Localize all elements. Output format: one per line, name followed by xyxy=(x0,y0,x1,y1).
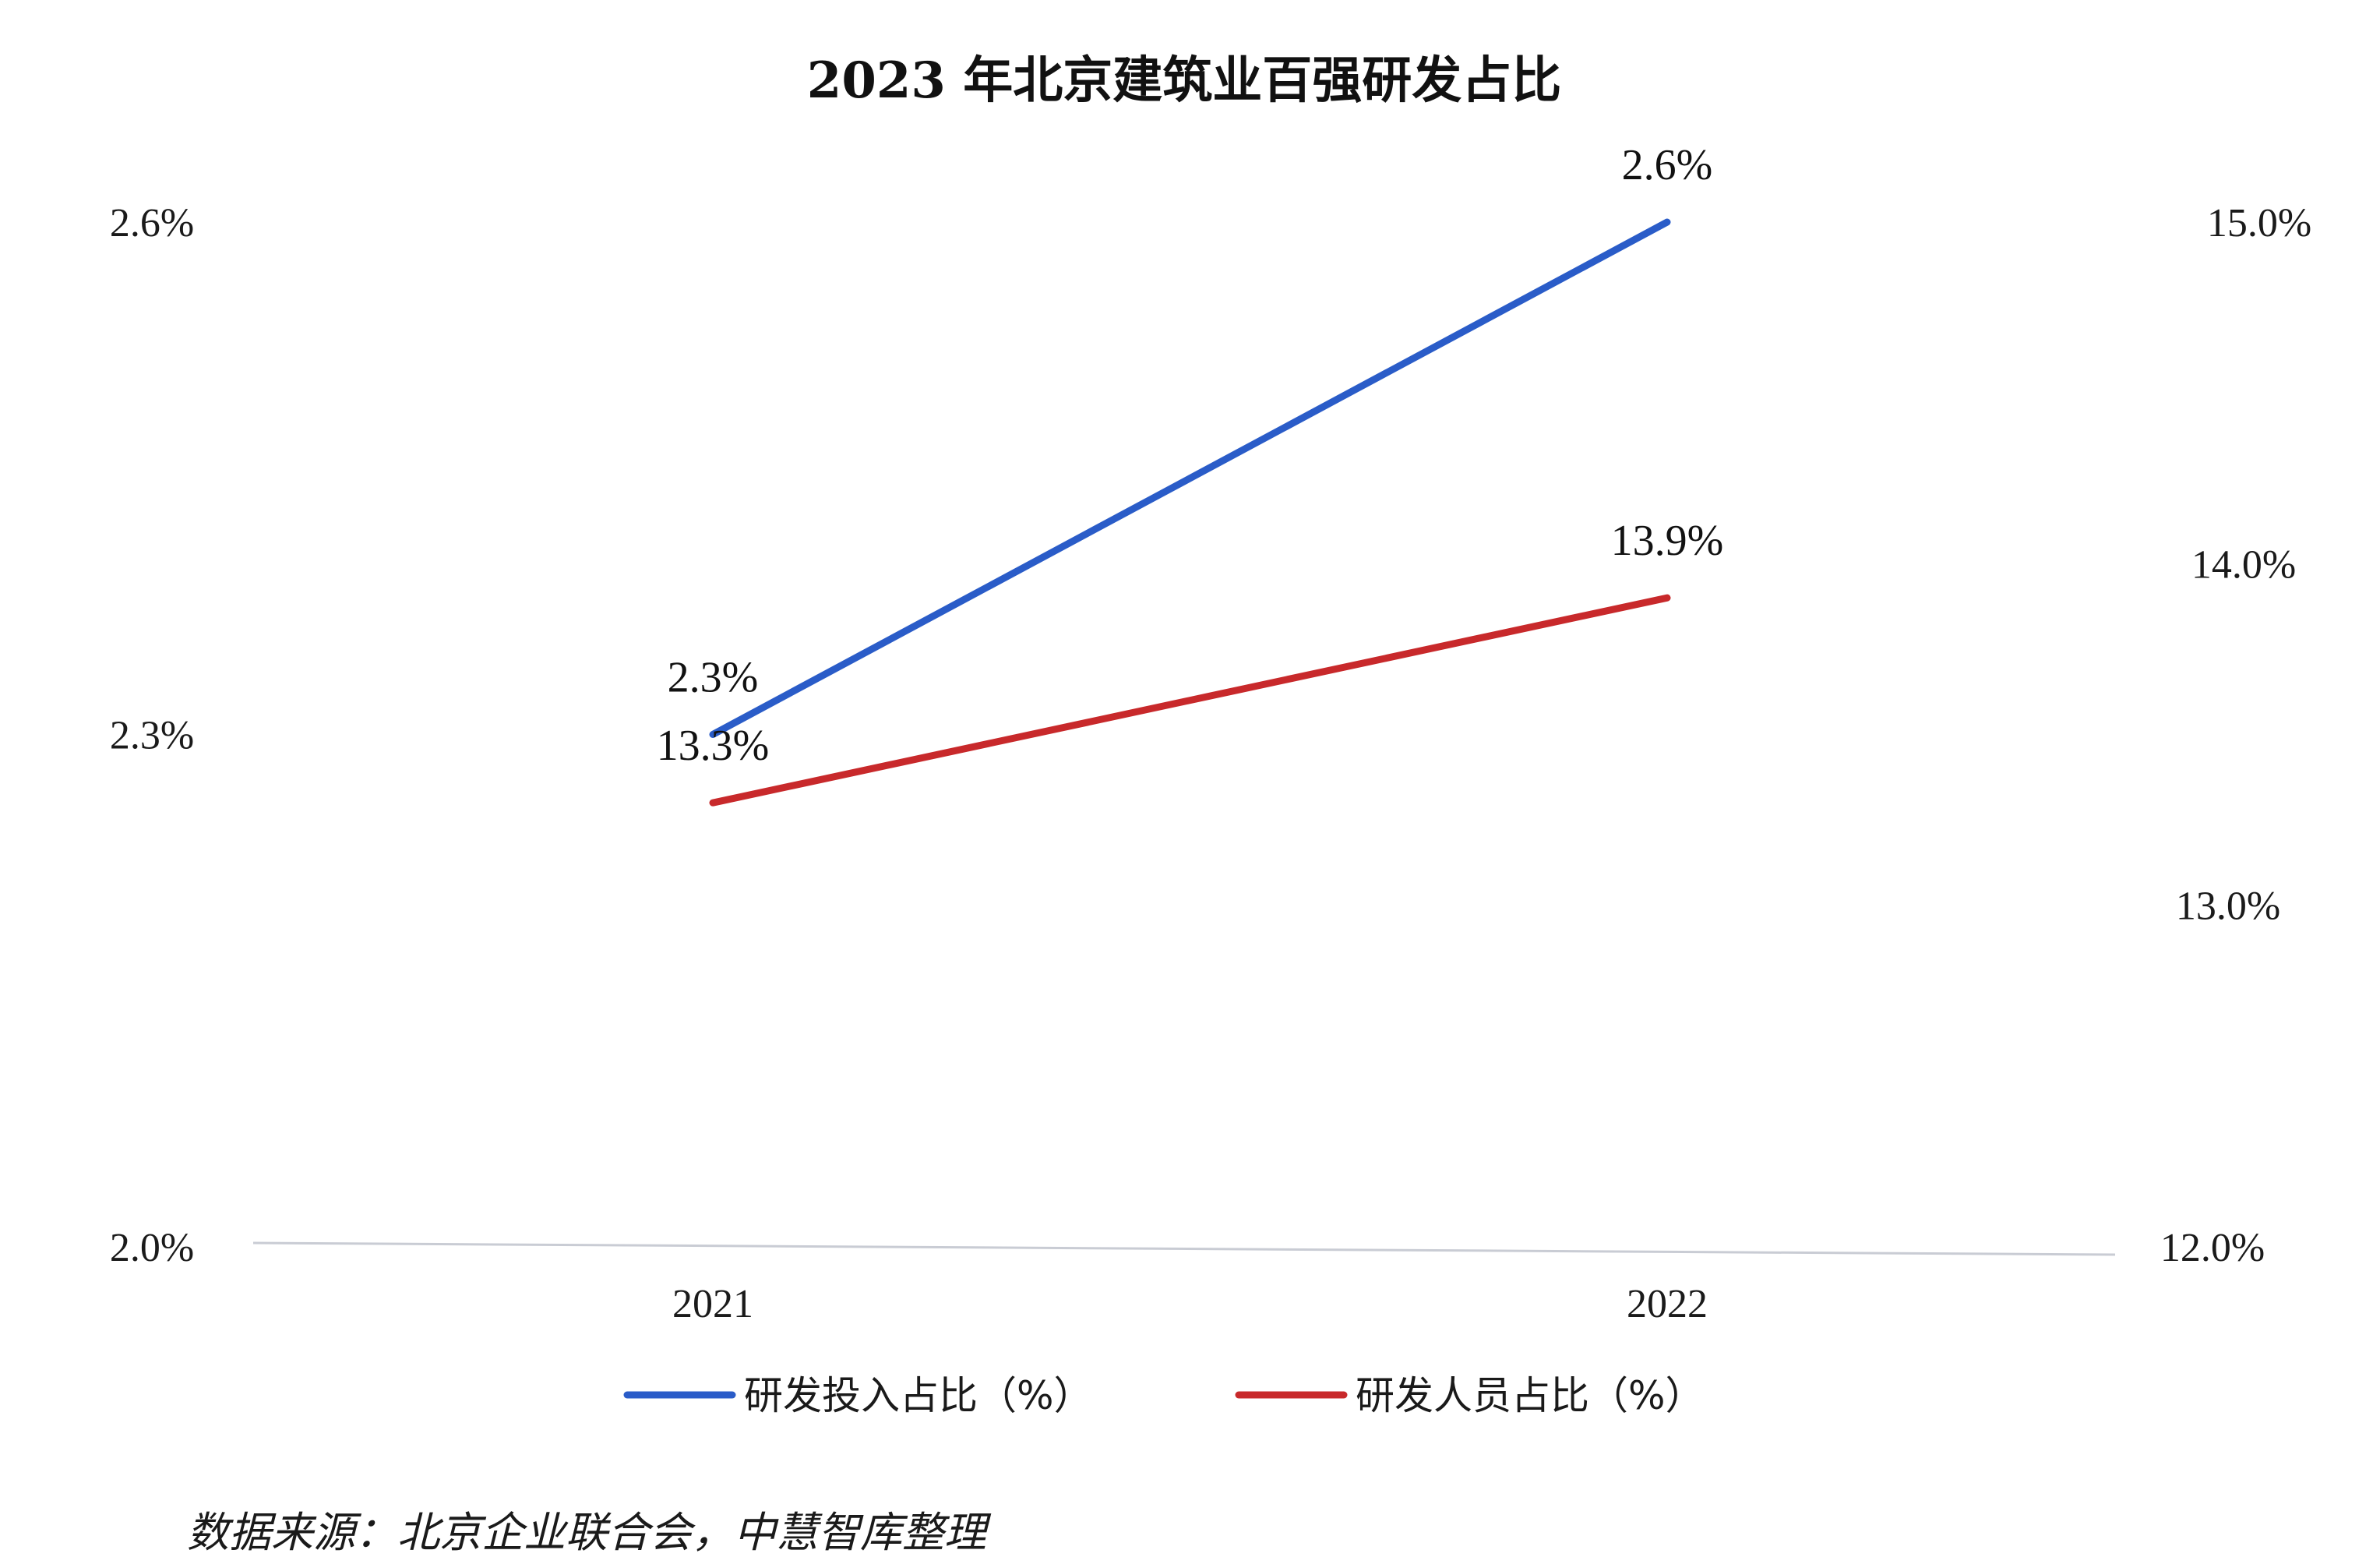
series-lines xyxy=(709,218,1671,807)
right-axis-tick-label: 13.0% xyxy=(2176,884,2280,929)
right-axis-ticks: 12.0% 13.0% 14.0% 15.0% xyxy=(2160,201,2311,1270)
data-labels: 2.3% 2.6% 13.3% 13.9% xyxy=(657,141,1724,770)
data-label: 13.9% xyxy=(1611,517,1724,565)
x-axis-tick-label: 2021 xyxy=(672,1282,753,1326)
left-axis-tick-label: 2.6% xyxy=(110,201,194,245)
legend-label: 研发人员占比（%） xyxy=(1356,1373,1705,1418)
left-axis-ticks: 2.0% 2.3% 2.6% xyxy=(110,201,194,1270)
right-axis-tick-label: 14.0% xyxy=(2191,542,2296,587)
x-axis-line xyxy=(252,1241,2116,1256)
chart-title: 2023 年北京建筑业百强研发占比 xyxy=(807,51,1561,110)
right-axis-tick-label: 15.0% xyxy=(2207,201,2311,245)
x-axis-tick-label: 2022 xyxy=(1627,1282,1708,1326)
data-label: 2.6% xyxy=(1622,141,1713,189)
series-line-1 xyxy=(709,218,1671,738)
x-axis-ticks: 2021 2022 xyxy=(672,1282,1708,1326)
left-axis-tick-label: 2.0% xyxy=(110,1226,194,1270)
data-label: 2.3% xyxy=(668,654,759,702)
right-axis-tick-label: 12.0% xyxy=(2160,1226,2265,1270)
left-axis-tick-label: 2.3% xyxy=(110,714,194,758)
series-line-2 xyxy=(709,594,1671,807)
data-label: 13.3% xyxy=(657,722,770,770)
source-note: 数据来源：北京企业联合会，中慧智库整理 xyxy=(187,1508,992,1557)
legend-label: 研发投入占比（%） xyxy=(744,1373,1093,1418)
legend: 研发投入占比（%） 研发人员占比（%） xyxy=(623,1373,1705,1418)
